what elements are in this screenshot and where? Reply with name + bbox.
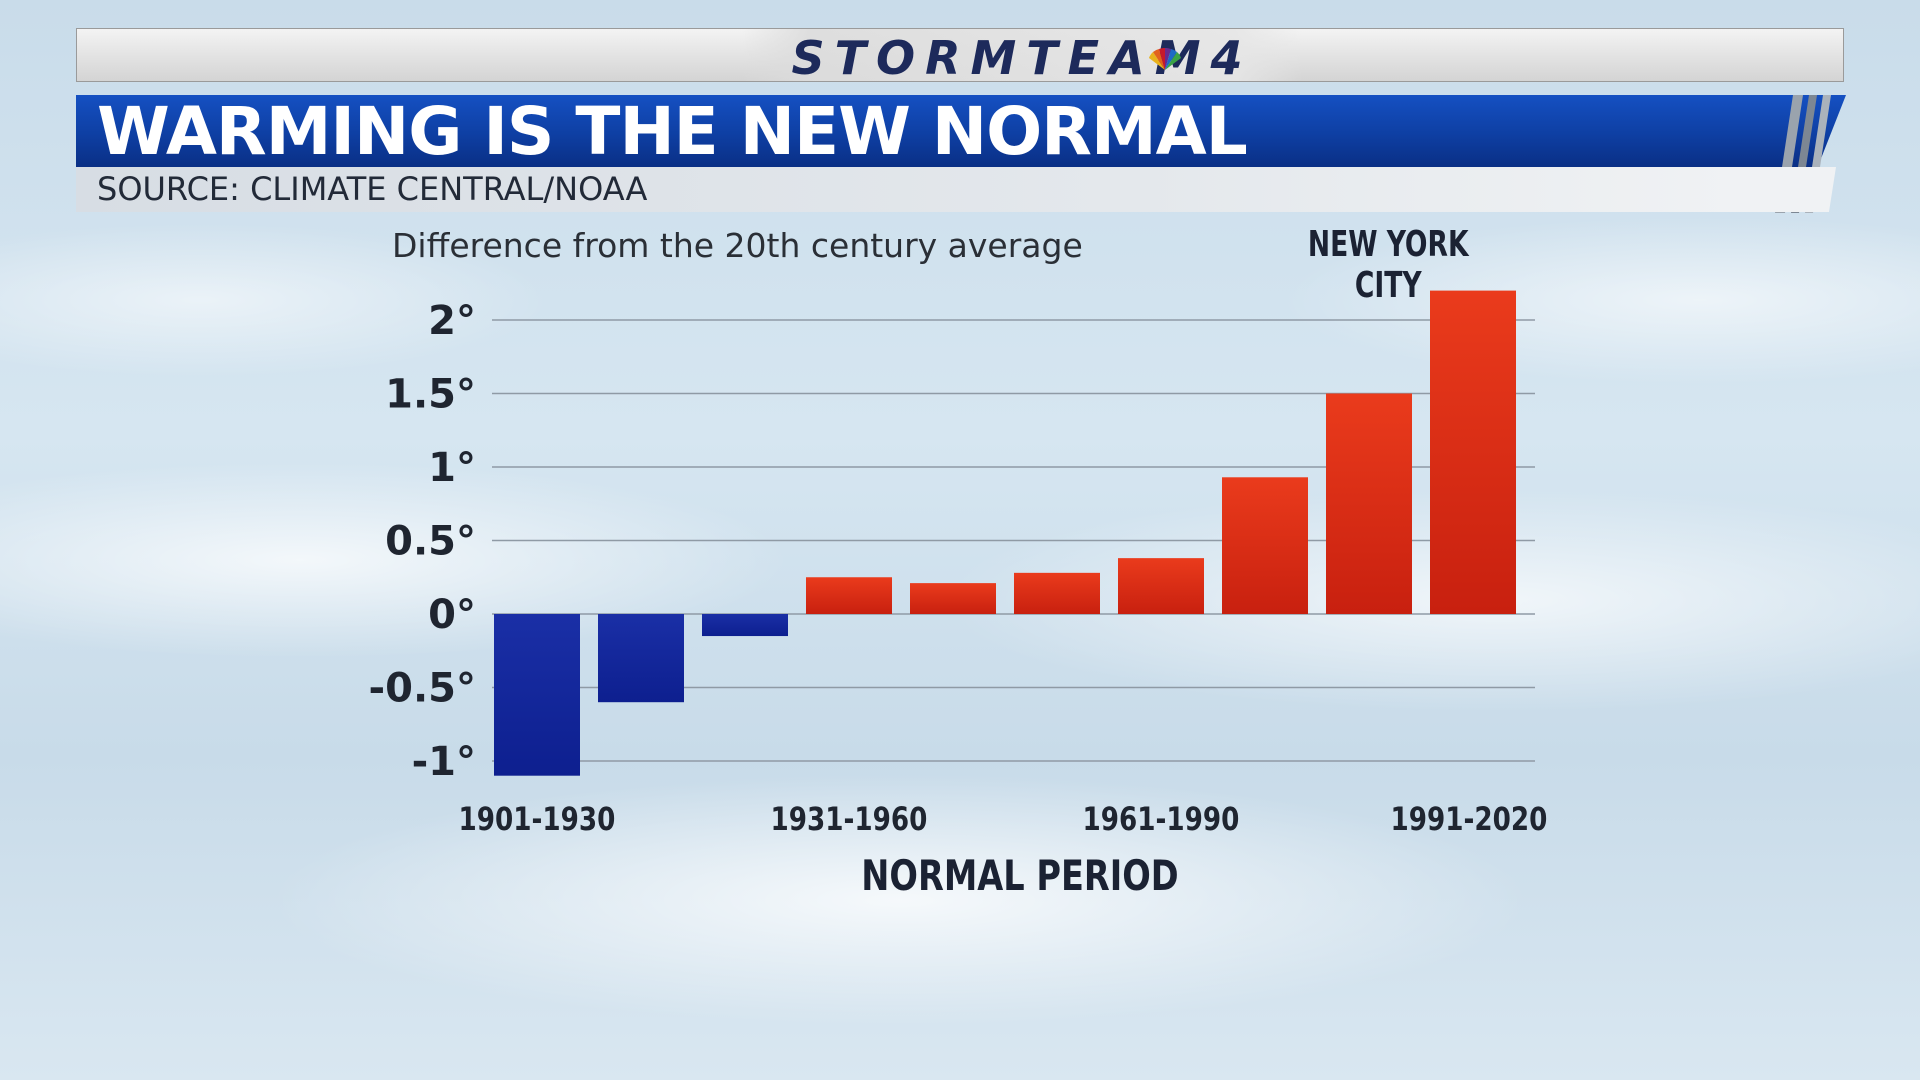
y-tick-label: 2° — [428, 298, 476, 344]
x-tick-label: 1991-2020 — [1391, 800, 1548, 837]
bar — [1222, 477, 1308, 614]
network-header-bar: STORMTEAM4 — [76, 28, 1844, 85]
bar — [910, 583, 996, 614]
y-tick-label: -1° — [412, 739, 476, 785]
source-label: SOURCE: CLIMATE CENTRAL/NOAA — [97, 170, 648, 208]
chart-subtitle: Difference from the 20th century average — [392, 226, 1083, 265]
x-tick-label: 1931-1960 — [771, 800, 928, 837]
bar — [806, 577, 892, 614]
y-tick-label: 1° — [428, 445, 476, 491]
bar — [1326, 393, 1412, 614]
bar — [702, 614, 788, 637]
y-tick-label: -0.5° — [369, 666, 476, 712]
page-title: WARMING IS THE NEW NORMAL — [97, 93, 1248, 170]
source-bar — [76, 167, 1836, 212]
bar — [1430, 290, 1516, 614]
location-label: NEW YORK CITY — [1307, 224, 1469, 306]
bar — [598, 614, 684, 703]
y-tick-label: 1.5° — [385, 372, 476, 418]
bar — [1118, 558, 1204, 614]
x-axis-title: NORMAL PERIOD — [861, 851, 1178, 900]
bar — [1014, 572, 1100, 614]
y-tick-label: 0.5° — [385, 519, 476, 565]
bar — [494, 614, 580, 776]
y-tick-label: 0° — [428, 592, 476, 638]
title-banner — [76, 95, 1846, 167]
x-tick-label: 1961-1990 — [1083, 800, 1240, 837]
x-tick-label: 1901-1930 — [459, 800, 616, 837]
peacock-icon — [1149, 48, 1181, 70]
